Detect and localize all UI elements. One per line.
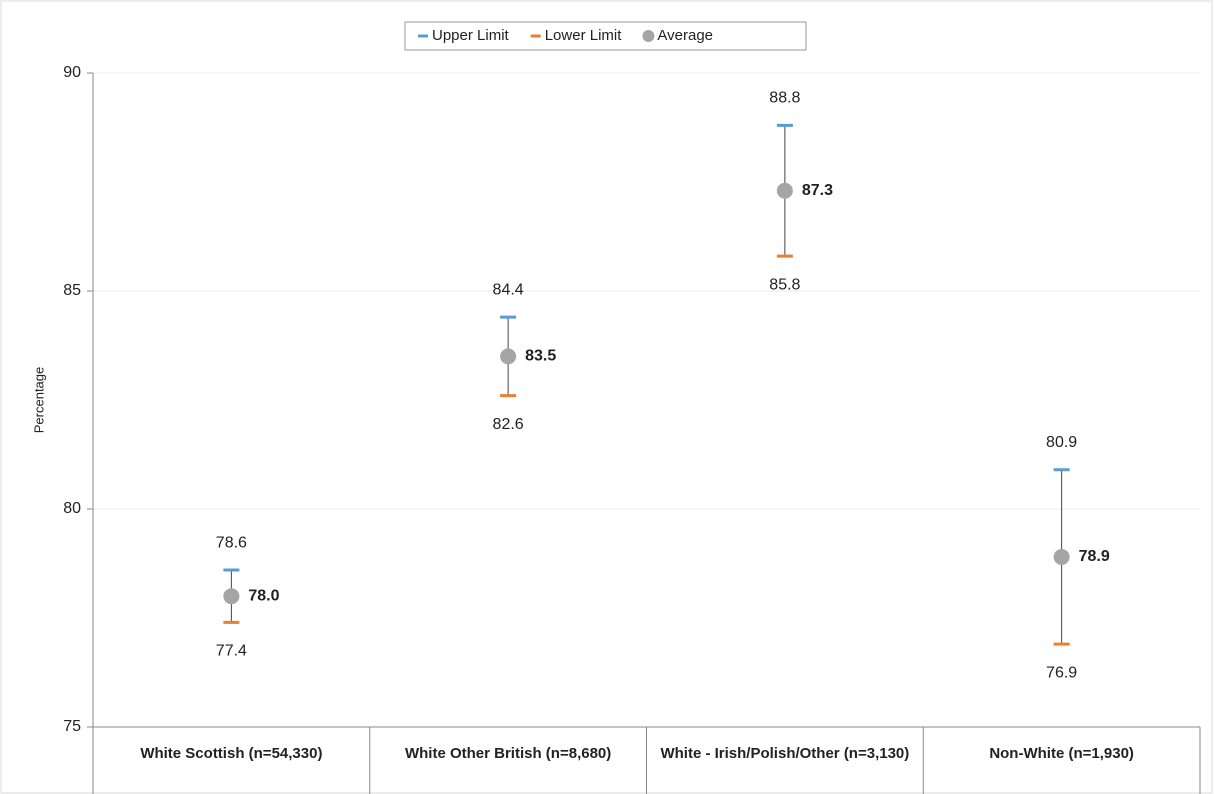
lower-label: 76.9 bbox=[1046, 664, 1077, 681]
x-tick-label: Non-White (n=1,930) bbox=[989, 745, 1134, 762]
lower-label: 77.4 bbox=[216, 643, 247, 660]
y-tick-label: 90 bbox=[63, 64, 81, 81]
average-label: 78.0 bbox=[248, 587, 279, 604]
average-label: 78.9 bbox=[1079, 548, 1110, 565]
average-marker bbox=[223, 588, 240, 605]
legend-swatch bbox=[642, 30, 655, 42]
legend-label: Upper Limit bbox=[432, 27, 510, 44]
lower-label: 82.6 bbox=[493, 416, 524, 433]
upper-label: 80.9 bbox=[1046, 434, 1077, 451]
average-marker bbox=[500, 348, 517, 365]
lower-label: 85.8 bbox=[769, 276, 800, 293]
x-tick-label: White - Irish/Polish/Other (n=3,130) bbox=[660, 745, 910, 762]
upper-label: 88.8 bbox=[769, 90, 800, 107]
x-tick-label: White Other British (n=8,680) bbox=[404, 745, 612, 762]
y-tick-label: 80 bbox=[63, 500, 81, 517]
upper-label: 78.6 bbox=[216, 534, 247, 551]
legend-box bbox=[404, 21, 807, 51]
legend-label: Average bbox=[657, 27, 713, 44]
y-axis-label: Percentage bbox=[31, 367, 46, 434]
average-marker bbox=[1053, 548, 1070, 565]
x-tick-label: White Scottish (n=54,330) bbox=[140, 745, 323, 762]
average-marker bbox=[776, 182, 793, 199]
y-tick-label: 75 bbox=[63, 718, 81, 735]
legend-label: Lower Limit bbox=[545, 27, 623, 44]
average-label: 87.3 bbox=[802, 182, 833, 199]
upper-label: 84.4 bbox=[493, 281, 524, 298]
average-label: 83.5 bbox=[525, 348, 556, 365]
legend: Upper Limit Lower Limit Average bbox=[404, 21, 807, 51]
y-tick-label: 85 bbox=[63, 282, 81, 299]
